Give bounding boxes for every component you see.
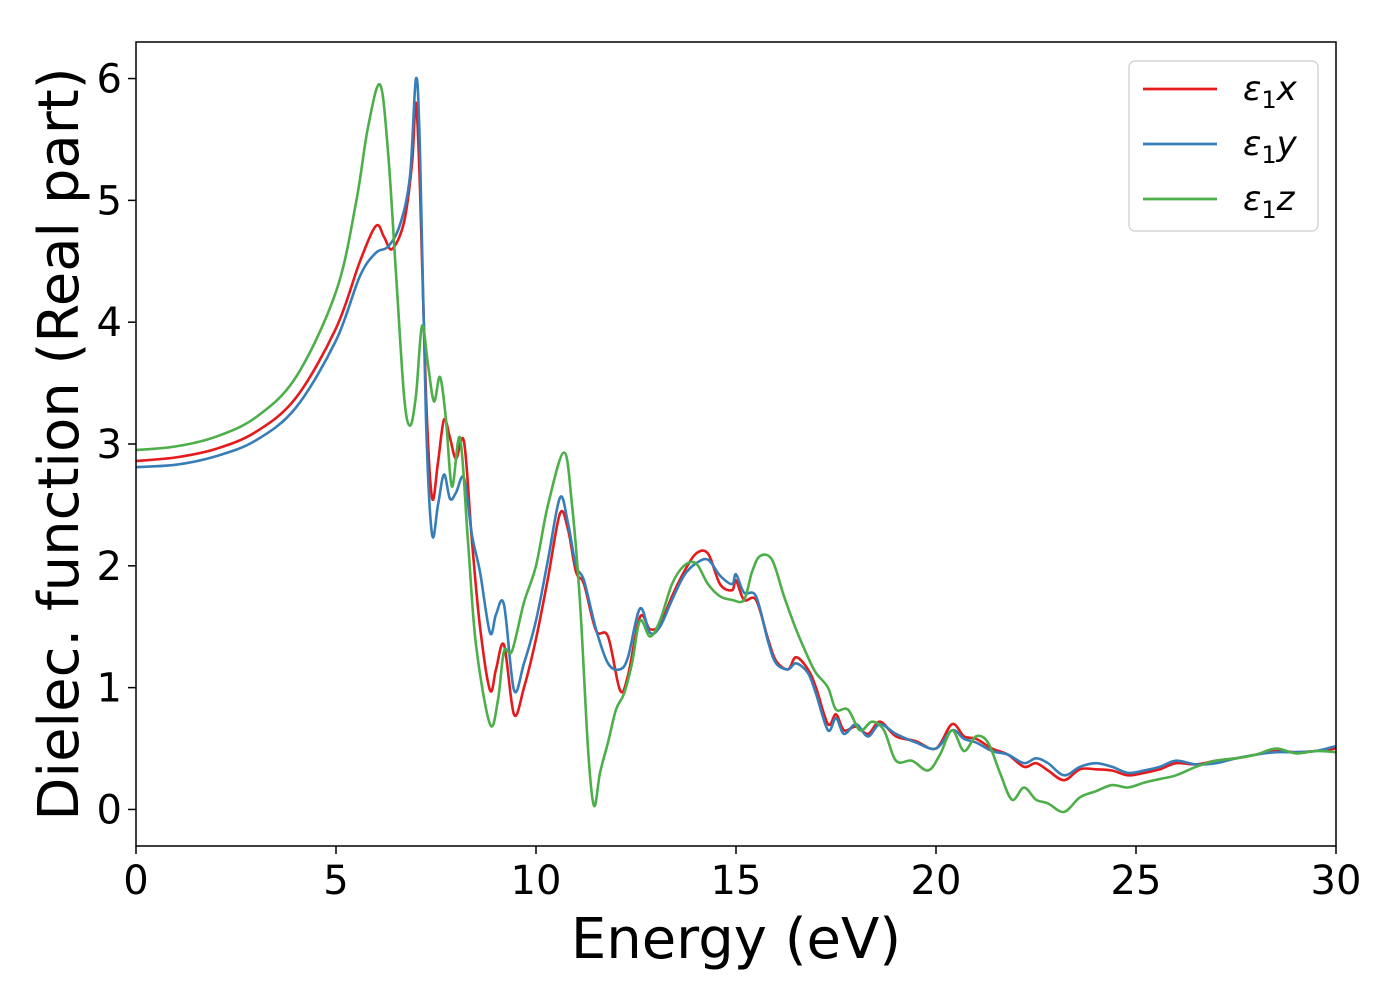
x-tick-label: 15 — [711, 858, 762, 904]
series-line-z — [136, 83, 1336, 814]
legend-label-x: ε1x — [1243, 69, 1298, 114]
y-tick-label: 5 — [97, 178, 122, 224]
y-axis-label: Dielec. function (Real part) — [27, 67, 92, 820]
x-tick-label: 20 — [911, 858, 962, 904]
y-tick-label: 0 — [97, 787, 122, 833]
legend-box — [1128, 60, 1319, 232]
series-layer — [136, 76, 1336, 814]
y-axis-ticks: 0 1 2 3 4 5 6 — [97, 57, 136, 833]
y-tick-label: 6 — [97, 57, 122, 103]
y-tick-label: 1 — [97, 666, 122, 712]
y-tick-label: 2 — [97, 544, 122, 590]
legend-label-y: ε1y — [1243, 124, 1298, 169]
x-tick-label: 10 — [511, 858, 562, 904]
x-tick-label: 0 — [123, 858, 148, 904]
y-tick-label: 3 — [97, 422, 122, 468]
legend: ε1x ε1y ε1z — [1128, 60, 1319, 232]
y-tick-label: 4 — [97, 300, 122, 346]
x-axis-ticks: 0 5 10 15 20 25 30 — [123, 846, 1361, 904]
x-tick-label: 5 — [323, 858, 348, 904]
x-axis-label: Energy (eV) — [571, 907, 901, 972]
x-tick-label: 30 — [1311, 858, 1362, 904]
x-tick-label: 25 — [1111, 858, 1162, 904]
series-line-y — [136, 76, 1336, 777]
legend-label-z: ε1z — [1243, 179, 1296, 224]
